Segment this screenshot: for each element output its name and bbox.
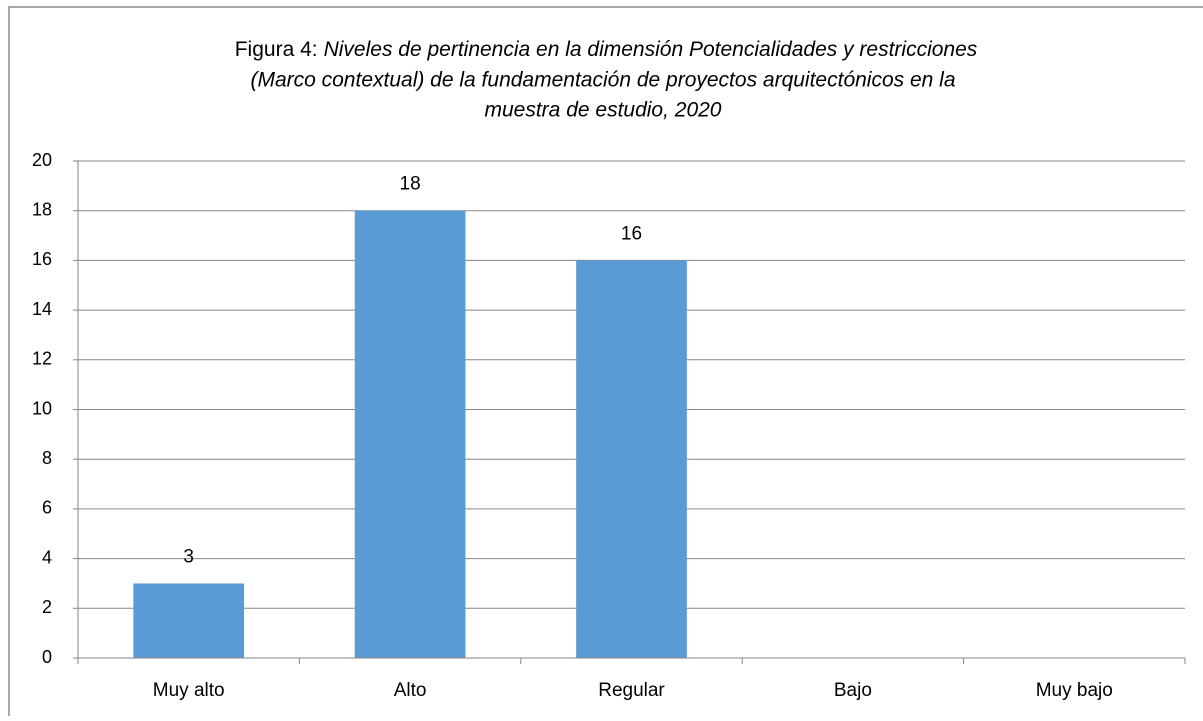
x-tick-label: Bajo <box>834 680 872 701</box>
x-tick-label: Muy alto <box>153 680 225 701</box>
y-tick-label: 6 <box>42 498 52 518</box>
title-line: Niveles de pertinencia en la dimensión P… <box>324 38 978 61</box>
x-tick-label: Muy bajo <box>1036 680 1113 701</box>
title-line: muestra de estudio, 2020 <box>485 99 722 122</box>
bar <box>354 210 466 658</box>
y-tick-label: 4 <box>42 547 52 567</box>
title-prefix: Figura 4: <box>235 38 318 61</box>
y-tick-label: 16 <box>32 249 52 269</box>
chart-title: Figura 4: Niveles de pertinencia en la di… <box>235 38 978 61</box>
x-tick-label: Regular <box>598 680 665 701</box>
y-tick-label: 0 <box>42 647 52 667</box>
y-tick-label: 12 <box>32 349 52 369</box>
y-tick-label: 18 <box>32 199 52 219</box>
data-label: 18 <box>400 174 421 195</box>
data-label: 16 <box>621 223 642 244</box>
bar <box>576 260 687 658</box>
data-label: 3 <box>183 546 194 567</box>
title-line: (Marco contextual) de la fundamentación … <box>250 69 955 92</box>
y-tick-label: 20 <box>32 150 52 170</box>
y-tick-label: 14 <box>32 299 52 319</box>
x-tick-label: Alto <box>394 680 427 701</box>
bar <box>133 583 245 658</box>
y-tick-label: 10 <box>32 398 52 418</box>
y-tick-label: 2 <box>42 597 52 617</box>
y-tick-label: 8 <box>42 448 52 468</box>
